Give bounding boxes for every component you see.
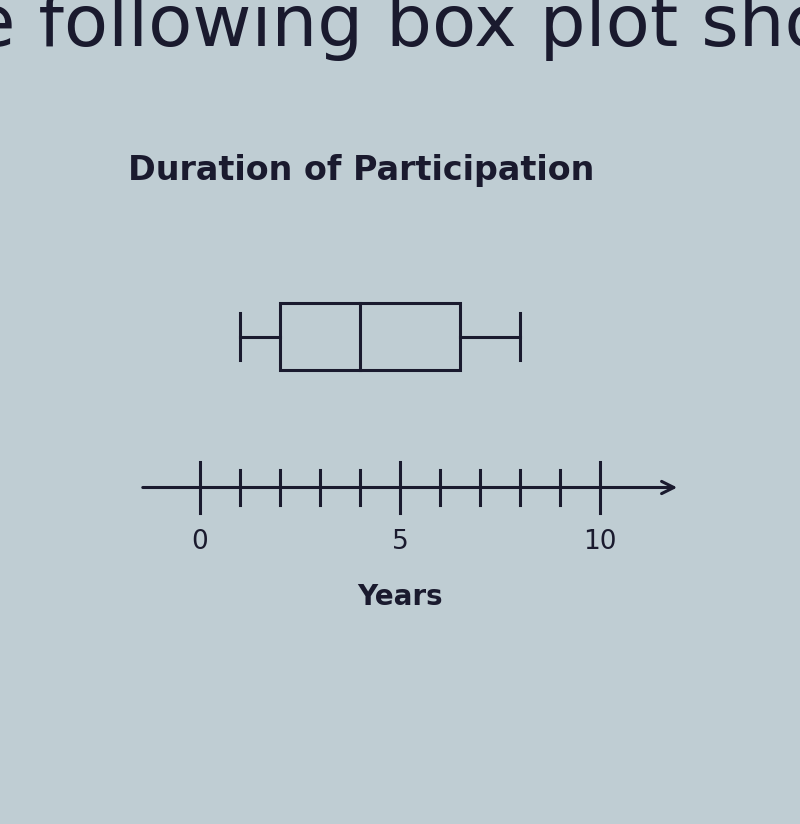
Text: Duration of Participation: Duration of Participation [128, 154, 594, 187]
Text: 5: 5 [392, 529, 408, 555]
Text: 10: 10 [583, 529, 617, 555]
Bar [280, 303, 460, 370]
Text: Years: Years [357, 583, 443, 611]
Text: e following box plot sho: e following box plot sho [0, 0, 800, 61]
Text: 0: 0 [192, 529, 208, 555]
